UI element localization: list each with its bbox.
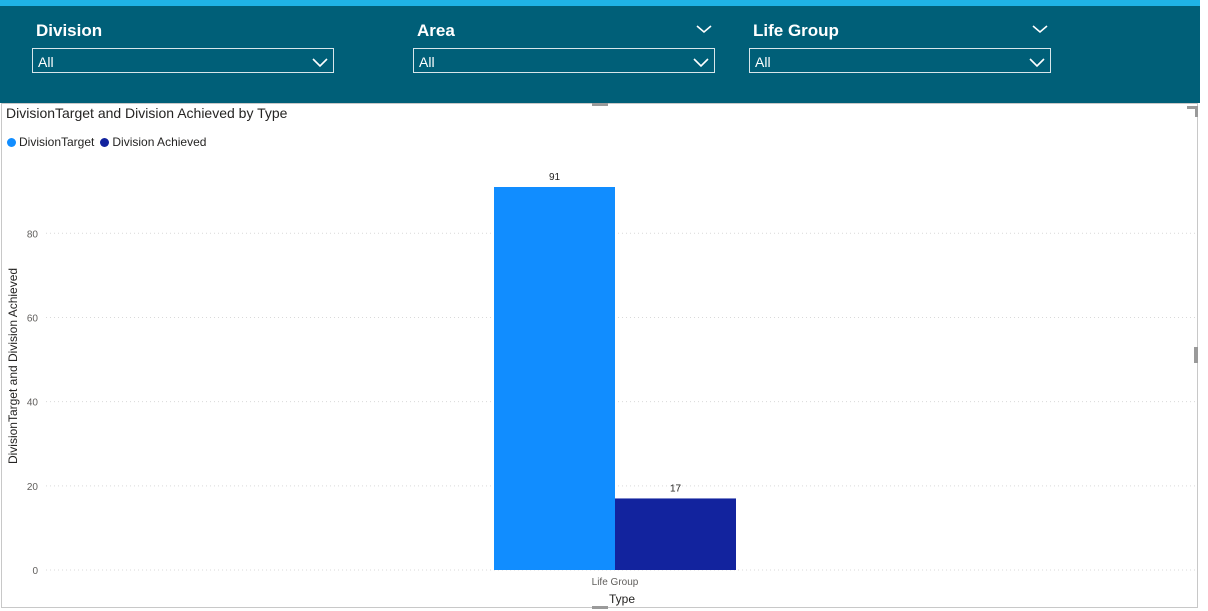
chart-legend: DivisionTarget Division Achieved — [7, 135, 212, 149]
legend-label: Division Achieved — [112, 135, 207, 149]
dropdown-value: All — [38, 54, 54, 70]
chevron-down-icon — [312, 58, 328, 68]
bar-divisiontarget — [494, 187, 615, 570]
division-dropdown[interactable]: All — [32, 48, 334, 73]
y-axis-label: DivisionTarget and Division Achieved — [6, 268, 20, 464]
slicer-title: Area — [417, 21, 455, 40]
legend-item-achieved[interactable]: Division Achieved — [100, 135, 206, 149]
legend-marker — [100, 137, 110, 147]
y-tick-label: 40 — [27, 398, 39, 409]
accent-stripe — [0, 0, 1200, 6]
y-tick-label: 60 — [27, 313, 39, 324]
chevron-down-icon — [1029, 58, 1045, 68]
bar-division-achieved — [615, 498, 736, 570]
resize-handle-bottom[interactable] — [592, 606, 608, 609]
corner-handle-top-right-v[interactable] — [1195, 106, 1198, 117]
x-tick-label: Life Group — [592, 577, 639, 588]
data-label: 91 — [549, 172, 561, 183]
area-dropdown[interactable]: All — [413, 48, 715, 73]
chevron-down-icon — [693, 58, 709, 68]
data-label: 17 — [670, 483, 682, 494]
y-tick-label: 80 — [27, 229, 39, 240]
y-tick-label: 0 — [32, 566, 38, 577]
dropdown-value: All — [419, 54, 435, 70]
slicer-title: Division — [36, 21, 103, 40]
slicer-title: Life Group — [753, 21, 839, 40]
dropdown-value: All — [755, 54, 771, 70]
legend-item-target[interactable]: DivisionTarget — [7, 135, 94, 149]
y-tick-label: 20 — [27, 482, 39, 493]
corner-handle-top-right[interactable] — [1187, 106, 1198, 109]
legend-marker — [7, 137, 16, 147]
life-group-dropdown[interactable]: All — [749, 48, 1051, 73]
filter-bar: Division All Area All Life Group All — [0, 6, 1200, 103]
x-axis-label: Type — [609, 592, 635, 606]
chart-title: DivisionTarget and Division Achieved by … — [6, 105, 288, 121]
resize-handle-right[interactable] — [1194, 347, 1198, 363]
chart-visual[interactable]: DivisionTarget and Division Achieved by … — [0, 103, 1200, 611]
legend-label: DivisionTarget — [19, 135, 95, 149]
resize-handle-top[interactable] — [592, 103, 608, 106]
chevron-down-icon[interactable] — [1032, 23, 1048, 35]
chevron-down-icon[interactable] — [696, 23, 712, 35]
bar-chart: 0 20 40 60 80 DivisionTarget and Division Ach… — [6, 172, 1196, 606]
